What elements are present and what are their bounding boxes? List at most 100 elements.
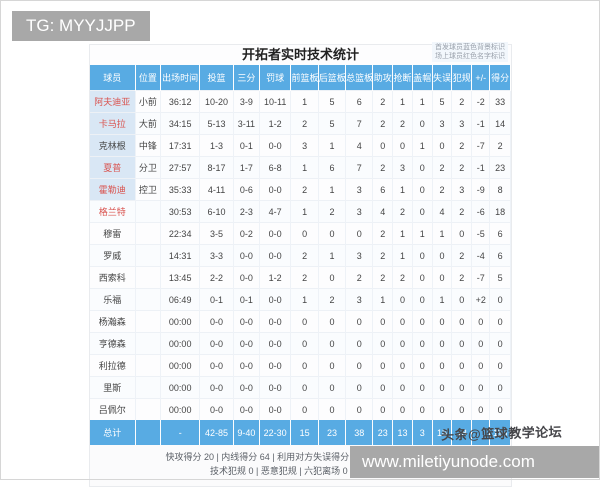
player-name-cell: 里斯	[90, 376, 136, 399]
stat-cell: 0-0	[233, 244, 260, 267]
stat-cell: 38	[345, 420, 374, 445]
stat-cell: 6	[345, 90, 374, 113]
stat-cell	[471, 420, 491, 445]
stat-cell	[135, 244, 162, 267]
stat-cell: 34:15	[160, 112, 201, 135]
total-row: 总计 -42-85 9-40 22-30 15 23 38 23 13 3 18 18 115	[90, 420, 511, 445]
player-row: 吕佩尔 00:00 0-0 0-0 0-0 0 0 0 0 0 0 0 0 0 0	[90, 398, 511, 420]
stat-cell: 0	[345, 354, 374, 377]
stat-cell: 0	[489, 310, 511, 333]
stat-cell: 0	[432, 398, 453, 420]
stat-cell: 2	[372, 244, 394, 267]
stat-cell: 3-11	[233, 112, 260, 135]
stat-cell: 0	[372, 310, 394, 333]
stat-cell: 2	[345, 266, 374, 289]
player-name-cell: 杨瀚森	[90, 310, 136, 333]
stat-cell: 2	[432, 156, 453, 179]
stat-cell: 1	[392, 222, 413, 245]
stat-cell: 2	[392, 200, 413, 223]
stat-cell: 2	[451, 134, 473, 157]
stat-cell: 中锋	[135, 134, 162, 157]
stat-cell: 6-10	[199, 200, 234, 223]
stat-cell: 0	[318, 266, 347, 289]
player-row: 卡马拉 大前 34:15 5-13 3-11 1-2 2 5 7 2 2 0 3 3 -1 14	[90, 112, 511, 135]
stat-cell: 8	[489, 178, 511, 201]
stat-cell: 0-0	[233, 376, 260, 399]
stat-cell: 2-2	[199, 266, 234, 289]
total-label-cell: 总计	[90, 420, 136, 445]
player-row: 阿夫迪亚 小前 36:12 10-20 3-9 10-11 1 5 6 2 1 1 5 2 -2 33	[90, 90, 511, 113]
stat-cell: 0	[432, 134, 453, 157]
stat-cell: 4-11	[199, 178, 234, 201]
stat-cell: -5	[471, 222, 491, 245]
stat-cell	[135, 398, 162, 420]
stat-cell: 0	[451, 376, 473, 399]
stat-cell: 0-0	[259, 310, 292, 333]
legend-line-oncourt: 场上球员红色名字标识	[435, 53, 505, 60]
stat-cell: +2	[471, 288, 491, 311]
stat-cell: 1	[392, 244, 413, 267]
stat-cell: 分卫	[135, 156, 162, 179]
stat-cell: 6	[489, 222, 511, 245]
site-watermark-text: www.miletiyunode.com	[362, 452, 535, 471]
player-row: 西索科 13:45 2-2 0-0 1-2 2 0 2 2 2 0 0 2 -7 5	[90, 266, 511, 289]
stat-cell: 0-0	[199, 398, 234, 420]
stat-cell: 00:00	[160, 332, 201, 355]
stat-cell: 0	[451, 288, 473, 311]
player-name-cell: 乐福	[90, 288, 136, 311]
stat-cell: 1	[290, 288, 319, 311]
stat-cell: 0	[412, 112, 433, 135]
stat-cell: 1-2	[259, 266, 292, 289]
stat-cell: 14	[489, 112, 511, 135]
stat-cell: 0	[290, 222, 319, 245]
stat-cell: 6	[318, 156, 347, 179]
stat-cell: 0-0	[233, 310, 260, 333]
stat-cell: 6	[489, 244, 511, 267]
stat-cell: 3	[451, 112, 473, 135]
stat-cell: 0	[489, 354, 511, 377]
stat-cell: 0	[489, 376, 511, 399]
stat-cell: -9	[471, 178, 491, 201]
stat-cell: 17:31	[160, 134, 201, 157]
player-name-cell: 夏普	[90, 156, 136, 179]
column-header: 出场时间	[160, 65, 201, 91]
stat-cell: 15	[290, 420, 319, 445]
stat-cell: 0	[471, 310, 491, 333]
stat-cell: 2	[318, 200, 347, 223]
stat-cell: 0	[392, 398, 413, 420]
stat-cell: 0	[451, 332, 473, 355]
stat-cell: 06:49	[160, 288, 201, 311]
stat-cell: 0	[372, 398, 394, 420]
stat-cell: 0-2	[233, 222, 260, 245]
column-header: 助攻	[372, 65, 394, 91]
column-header: 总篮板	[345, 65, 374, 91]
stat-cell: 0-6	[233, 178, 260, 201]
stat-cell: 0-1	[233, 134, 260, 157]
stat-cell: 2	[290, 244, 319, 267]
stat-cell: 0-0	[259, 288, 292, 311]
stat-cell: 0-0	[199, 354, 234, 377]
player-name-cell: 罗威	[90, 244, 136, 267]
player-row: 里斯 00:00 0-0 0-0 0-0 0 0 0 0 0 0 0 0 0 0	[90, 376, 511, 399]
stat-cell: 0-0	[233, 266, 260, 289]
player-row: 格兰特 30:53 6-10 2-3 4-7 1 2 3 4 2 0 4 2 -6 18	[90, 200, 511, 223]
stat-cell: 4	[345, 134, 374, 157]
stat-cell: 1-2	[259, 112, 292, 135]
stat-cell: 2	[372, 222, 394, 245]
stat-cell: 0	[412, 376, 433, 399]
header-row: 球员 位置 出场时间 投篮 三分 罚球 前篮板 后篮板 总篮板 助攻 抢断 盖帽 失误 犯规 +/- 得分	[90, 65, 511, 91]
stat-cell: 5	[489, 266, 511, 289]
stat-cell: 2	[372, 156, 394, 179]
stat-cell: 0	[432, 376, 453, 399]
stat-cell: 0	[392, 354, 413, 377]
stat-cell: 0	[290, 332, 319, 355]
stat-cell: 2	[451, 244, 473, 267]
stat-cell: 5	[432, 90, 453, 113]
stat-cell: 0	[432, 354, 453, 377]
stat-cell: 0	[318, 222, 347, 245]
stat-cell: 2	[451, 266, 473, 289]
player-name-cell: 亨德森	[90, 332, 136, 355]
stat-cell: 1	[412, 134, 433, 157]
stat-cell: 0-0	[259, 398, 292, 420]
stat-cell: 9-40	[233, 420, 260, 445]
